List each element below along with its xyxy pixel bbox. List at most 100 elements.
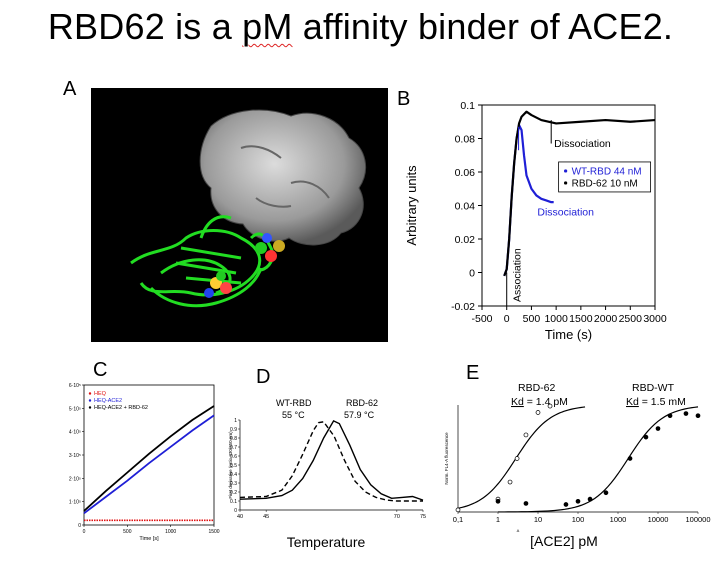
chart-b-ytick-label: 0.02 bbox=[455, 234, 476, 246]
chart-b-ytick-label: 0.06 bbox=[455, 167, 476, 179]
chart-d-xtick-label: 40 bbox=[237, 514, 243, 520]
chart-b-xtick-label: -500 bbox=[471, 313, 492, 325]
chart-d-ytick-label: 0.8 bbox=[230, 436, 237, 442]
chart-c-series-2 bbox=[83, 405, 215, 512]
chart-e-point-rbd62 bbox=[507, 479, 513, 485]
panel-label-e: E bbox=[466, 362, 480, 384]
chart-d-xtick-label: 70 bbox=[394, 514, 400, 520]
ace2-surface bbox=[199, 109, 367, 246]
chart-c-xtick-label: 1000 bbox=[165, 529, 176, 535]
chart-e-xtick-label: 1 bbox=[496, 515, 500, 524]
chart-b-xtick-label: 2500 bbox=[619, 313, 643, 325]
chart-d-label-rbd62-name: RBD-62 bbox=[346, 398, 378, 408]
chart-e-point-rbdwt bbox=[695, 413, 701, 419]
chart-b-ytick-label: 0.08 bbox=[455, 134, 476, 146]
chart-d-ylabel: First derivative (ratio 330/350 nm) bbox=[228, 431, 233, 499]
chart-e-label-right-kd: Kd = 1.5 mM bbox=[626, 396, 686, 408]
chart-e-xlabel: [ACE2] pM bbox=[530, 533, 598, 549]
panel-label-d: D bbox=[256, 366, 271, 388]
chart-e-point-rbdwt bbox=[575, 498, 581, 504]
chart-c-xtick-label: 500 bbox=[123, 529, 132, 535]
chart-c-legend-label: HEQ-ACE2 + RBD-62 bbox=[94, 405, 148, 411]
chart-d-ytick-label: 0.9 bbox=[230, 427, 237, 433]
chart-d-ytick-label: 0.6 bbox=[230, 454, 237, 460]
chart-e-point-rbd62 bbox=[514, 456, 520, 461]
chart-c-ytick-label: 2·10⁵ bbox=[69, 476, 81, 482]
chart-c-svg: 0 1·10⁵ 2·10⁵ 3·10⁵ 4·10⁵ 5·10⁵ 6·10⁵ 0 500 1000 1… bbox=[69, 383, 220, 542]
chart-b-ylabel: Arbitrary units bbox=[404, 165, 419, 246]
chart-e-point-rbd62 bbox=[547, 403, 553, 409]
chart-e-point-rbdwt bbox=[627, 456, 633, 461]
chart-b-ytick-label: 0 bbox=[469, 268, 475, 280]
chart-b-ytick-label: 0.04 bbox=[455, 201, 476, 213]
title-text-end: affinity binder of ACE2. bbox=[292, 6, 674, 47]
chart-b-xtick-label: 1500 bbox=[569, 313, 593, 325]
chart-b-annotation-association: Association bbox=[512, 248, 524, 302]
chart-d-ytick-label: 0 bbox=[234, 508, 237, 514]
chart-e-xtick-label: 10000 bbox=[648, 515, 669, 524]
chart-b-annotation-dissociation-black: Dissociation bbox=[554, 138, 611, 150]
chart-c-legend-label: HEQ-ACE2 bbox=[94, 398, 122, 404]
chart-e-point-rbdwt bbox=[667, 413, 673, 419]
protein-structure-image bbox=[91, 88, 388, 342]
interface-residues bbox=[204, 233, 285, 298]
chart-b-xtick-label: 500 bbox=[523, 313, 541, 325]
chart-e-fit-rbd62 bbox=[457, 406, 586, 509]
chart-e-xaxis-sub: A bbox=[517, 528, 520, 533]
chart-c-xtick-label: 1500 bbox=[208, 529, 219, 535]
chart-e-point-rbdwt bbox=[523, 501, 529, 506]
chart-d-svg: 0 0.1 0.2 0.3 0.4 0.5 0.6 0.7 0.8 0.9 1 40 45 70 75 Fir… bbox=[228, 398, 426, 550]
chart-b-xtick-label: 0 bbox=[504, 313, 510, 325]
chart-e-point-rbdwt bbox=[563, 502, 569, 507]
chart-b-xtick-label: 3000 bbox=[643, 313, 667, 325]
chart-e-xtick-label: 10 bbox=[534, 515, 542, 524]
chart-b-xtick-label: 2000 bbox=[594, 313, 618, 325]
chart-d-xtick-label: 75 bbox=[420, 514, 426, 520]
panel-label-a: A bbox=[63, 78, 77, 100]
chart-c-ytick-label: 0 bbox=[78, 523, 81, 529]
chart-b-legend-label: WT-RBD 44 nM bbox=[572, 166, 642, 177]
chart-e-point-rbdwt bbox=[603, 490, 609, 496]
chart-b-ytick-label: -0.02 bbox=[451, 301, 475, 313]
chart-c-ytick-label: 3·10⁵ bbox=[69, 453, 81, 459]
chart-e-ylabel: Norm. FL4-A fluorescence bbox=[444, 432, 449, 485]
chart-c-ytick-label: 1·10⁵ bbox=[69, 500, 81, 506]
chart-e-point-rbdwt bbox=[655, 426, 661, 431]
chart-c-legend-marker bbox=[88, 406, 92, 409]
chart-e-point-rbdwt bbox=[587, 496, 593, 502]
chart-c-xtick-label: 0 bbox=[83, 529, 86, 535]
chart-b-series-rbd62 bbox=[503, 110, 656, 277]
protein-structure-graphic bbox=[130, 109, 367, 308]
panel-label-b: B bbox=[397, 88, 411, 110]
chart-e-xtick-label: 100 bbox=[572, 515, 585, 524]
chart-e-point-rbd62 bbox=[523, 432, 529, 438]
chart-e-svg: 0,1 1 10 100 1000 10000 100000 A Norm. FL4-A flu… bbox=[444, 382, 711, 549]
chart-e-label-right-name: RBD-WT bbox=[632, 382, 675, 394]
chart-e-xtick-label: 100000 bbox=[685, 515, 710, 524]
chart-b-legend bbox=[558, 161, 652, 193]
chart-b-frame bbox=[481, 104, 656, 307]
chart-d-ytick-label: 0.3 bbox=[230, 481, 237, 487]
chart-e-xtick-label: 1000 bbox=[610, 515, 627, 524]
chart-b-svg: -500 0 500 1000 1500 2000 2500 3000 -0.02 0 0.02 0.… bbox=[404, 100, 667, 342]
chart-d-label-wt-tm: 55 °C bbox=[282, 410, 305, 420]
chart-d-ytick-label: 0.4 bbox=[230, 472, 237, 478]
chart-b-legend-marker bbox=[564, 181, 568, 185]
chart-e-label-left-kd: Kd = 1.4 pM bbox=[511, 396, 568, 408]
chart-d-ytick-label: 0.1 bbox=[230, 499, 237, 505]
chart-c-ytick-label: 4·10⁵ bbox=[69, 430, 81, 436]
chart-c-series-1 bbox=[83, 414, 215, 515]
slide-title: RBD62 is a pM affinity binder of ACE2. bbox=[0, 6, 721, 48]
chart-d-ytick-label: 1 bbox=[234, 418, 237, 424]
chart-e-fit-rbdwt bbox=[497, 406, 699, 513]
chart-d-xlabel: Temperature bbox=[287, 534, 366, 550]
chart-c-legend-label: HEQ bbox=[94, 391, 107, 397]
chart-e-xtick-label: 0,1 bbox=[453, 515, 463, 524]
chart-c-ytick-label: 5·10⁵ bbox=[69, 406, 81, 412]
chart-e-label-left-name: RBD-62 bbox=[518, 382, 556, 394]
chart-e-point-rbdwt bbox=[683, 411, 689, 416]
chart-d-xtick-label: 45 bbox=[263, 514, 269, 520]
chart-e-point-rbdwt bbox=[643, 434, 649, 440]
chart-e-point-rbdwt bbox=[495, 498, 501, 504]
chart-c-legend-marker bbox=[88, 392, 92, 395]
